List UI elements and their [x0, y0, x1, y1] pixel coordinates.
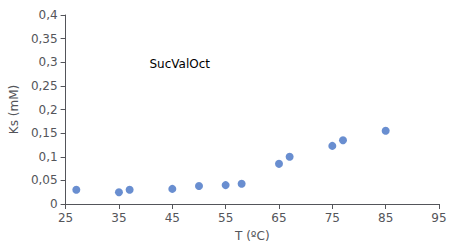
svg-text:SucValOct: SucValOct — [149, 57, 210, 71]
svg-text:85: 85 — [378, 211, 393, 225]
svg-text:0,15: 0,15 — [31, 126, 58, 140]
svg-text:0,35: 0,35 — [31, 32, 58, 46]
svg-text:45: 45 — [165, 211, 180, 225]
svg-text:55: 55 — [218, 211, 233, 225]
svg-text:0,05: 0,05 — [31, 173, 58, 187]
svg-text:35: 35 — [111, 211, 126, 225]
svg-text:0,25: 0,25 — [31, 79, 58, 93]
svg-text:Ks (mM): Ks (mM) — [7, 85, 21, 134]
svg-text:95: 95 — [431, 211, 446, 225]
svg-text:75: 75 — [325, 211, 340, 225]
svg-text:65: 65 — [271, 211, 286, 225]
svg-text:0: 0 — [50, 197, 58, 211]
svg-text:25: 25 — [58, 211, 73, 225]
svg-text:T (ºC): T (ºC) — [234, 229, 270, 243]
svg-text:0,1: 0,1 — [39, 150, 58, 164]
svg-text:0,2: 0,2 — [39, 103, 58, 117]
svg-text:0,4: 0,4 — [39, 8, 58, 22]
svg-text:0,3: 0,3 — [39, 55, 58, 69]
